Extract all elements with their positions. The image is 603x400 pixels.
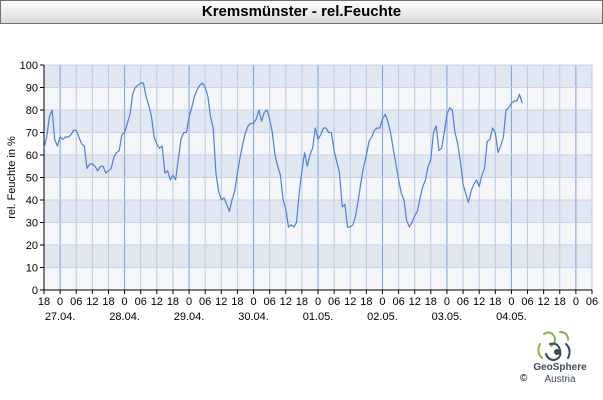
y-tick-label: 100: [20, 60, 38, 72]
y-tick-label: 90: [26, 83, 38, 95]
x-tick-label: 0: [315, 296, 321, 308]
chart-title: Kremsmünster - rel.Feuchte: [201, 3, 402, 20]
x-tick-label: 06: [264, 296, 276, 308]
y-tick-label: 60: [26, 150, 38, 162]
x-tick-label: 0: [250, 296, 256, 308]
y-tick-label: 20: [26, 240, 38, 252]
humidity-series-line: [43, 82, 523, 228]
x-date-label: 27.04.: [45, 311, 76, 323]
x-tick-label: 12: [86, 296, 98, 308]
x-tick-label: 0: [508, 296, 514, 308]
chart-title-bar: Kremsmünster - rel.Feuchte: [0, 0, 603, 24]
brand-name: GeoSphere: [533, 362, 587, 373]
x-date-label: 30.04.: [238, 311, 269, 323]
x-tick-label: 06: [328, 296, 340, 308]
y-axis-label: rel. Feuchte in %: [6, 136, 18, 219]
x-tick-label: 18: [102, 296, 114, 308]
y-tick-label: 10: [26, 263, 38, 275]
x-tick-label: 12: [215, 296, 227, 308]
x-tick-label: 06: [392, 296, 404, 308]
x-tick-label: 18: [296, 296, 308, 308]
x-date-label: 01.05.: [303, 311, 334, 323]
y-tick-label: 30: [26, 218, 38, 230]
x-date-label: 28.04.: [109, 311, 140, 323]
x-tick-label: 18: [425, 296, 437, 308]
x-tick-label: 12: [280, 296, 292, 308]
x-tick-label: 12: [344, 296, 356, 308]
copyright-symbol: ©: [520, 373, 528, 384]
x-tick-label: 0: [573, 296, 579, 308]
x-date-label: 02.05.: [367, 311, 398, 323]
x-tick-label: 06: [70, 296, 82, 308]
x-tick-label: 06: [586, 296, 598, 308]
x-tick-label: 18: [231, 296, 243, 308]
y-tick-label: 70: [26, 128, 38, 140]
x-tick-label: 12: [473, 296, 485, 308]
x-tick-label: 0: [122, 296, 128, 308]
x-tick-label: 06: [521, 296, 533, 308]
brand-subtitle: Austria: [544, 374, 576, 385]
x-tick-label: 18: [554, 296, 566, 308]
x-date-label: 04.05.: [496, 311, 527, 323]
x-tick-label: 18: [38, 296, 50, 308]
x-tick-label: 18: [167, 296, 179, 308]
x-tick-label: 0: [379, 296, 385, 308]
x-tick-label: 12: [409, 296, 421, 308]
x-tick-label: 06: [199, 296, 211, 308]
x-date-label: 03.05.: [432, 311, 463, 323]
y-tick-label: 40: [26, 195, 38, 207]
x-tick-label: 12: [538, 296, 550, 308]
x-date-label: 29.04.: [174, 311, 205, 323]
x-tick-label: 0: [186, 296, 192, 308]
x-tick-label: 0: [444, 296, 450, 308]
x-tick-label: 18: [489, 296, 501, 308]
x-tick-label: 06: [457, 296, 469, 308]
y-tick-label: 0: [32, 285, 38, 297]
y-tick-label: 50: [26, 173, 38, 185]
x-tick-label: 18: [360, 296, 372, 308]
x-tick-label: 06: [135, 296, 147, 308]
geosphere-logo-icon: [537, 331, 571, 361]
x-tick-label: 0: [57, 296, 63, 308]
x-tick-label: 12: [151, 296, 163, 308]
y-tick-label: 80: [26, 105, 38, 117]
